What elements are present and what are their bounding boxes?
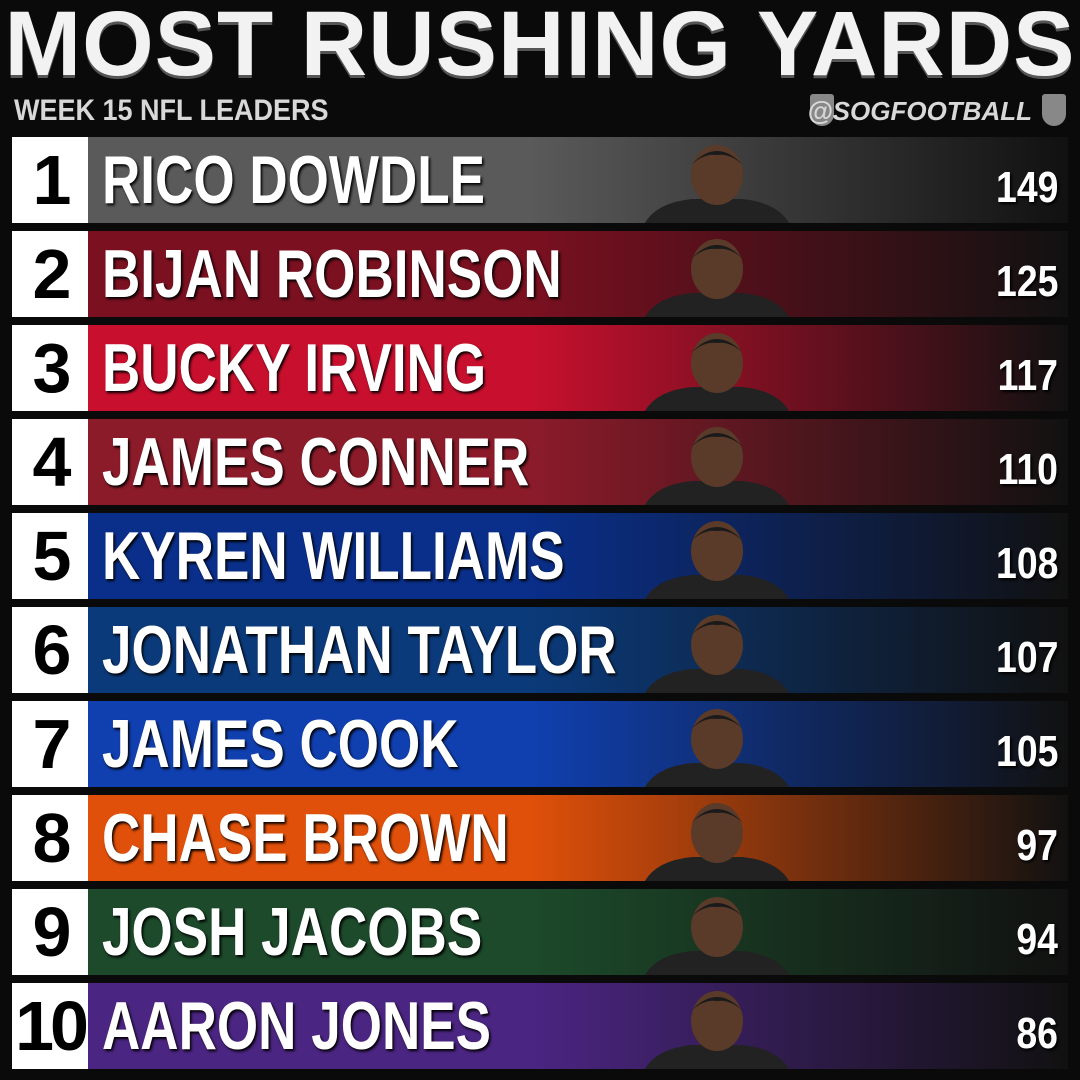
row: 8 CHASE BROWN 97	[12, 795, 1068, 881]
rushing-yards: 117	[997, 351, 1058, 400]
player-photo	[644, 615, 790, 693]
rushing-yards: 125	[995, 257, 1058, 306]
rushing-yards: 108	[995, 539, 1058, 588]
team-band	[88, 513, 1068, 599]
rank: 3	[12, 325, 88, 411]
team-band	[88, 701, 1068, 787]
player-name: AARON JONES	[102, 988, 492, 1064]
row: 2 BIJAN ROBINSON 125	[12, 231, 1068, 317]
player-name: CHASE BROWN	[102, 800, 509, 876]
rushing-yards: 97	[1016, 821, 1058, 870]
row: 6 JONATHAN TAYLOR 107	[12, 607, 1068, 693]
team-band	[88, 325, 1068, 411]
player-photo	[644, 521, 790, 599]
rank: 4	[12, 419, 88, 505]
team-band	[88, 795, 1068, 881]
player-photo	[644, 239, 790, 317]
handle: @SOGFOOTBALL	[807, 96, 1032, 126]
player-name: JOSH JACOBS	[102, 894, 483, 970]
row: 4 JAMES CONNER 110	[12, 419, 1068, 505]
player-photo	[644, 709, 790, 787]
row: 9 JOSH JACOBS 94	[12, 889, 1068, 975]
player-name: JAMES COOK	[102, 706, 459, 782]
team-band	[88, 607, 1068, 693]
rushing-yards: 94	[1016, 915, 1058, 964]
player-photo	[644, 803, 790, 881]
rank: 8	[12, 795, 88, 881]
rank: 1	[12, 137, 88, 223]
rank: 2	[12, 231, 88, 317]
rushing-yards: 105	[995, 727, 1058, 776]
rank: 6	[12, 607, 88, 693]
rank: 7	[12, 701, 88, 787]
rank: 10	[12, 983, 89, 1069]
logo	[810, 94, 834, 126]
player-name: BUCKY IRVING	[102, 330, 487, 406]
rushing-yards: 107	[995, 633, 1058, 682]
team-band	[88, 419, 1068, 505]
row: 3 BUCKY IRVING 117	[12, 325, 1068, 411]
rushing-yards: 110	[997, 445, 1058, 494]
row: 5 KYREN WILLIAMS 108	[12, 513, 1068, 599]
rushing-yards: 86	[1016, 1009, 1058, 1058]
player-photo	[644, 145, 790, 223]
team-band	[88, 983, 1068, 1069]
row: 10 AARON JONES 86	[12, 983, 1068, 1069]
player-name: JAMES CONNER	[102, 424, 530, 500]
rushing-yards: 149	[995, 163, 1058, 212]
team-band	[88, 889, 1068, 975]
team-band	[88, 231, 1068, 317]
player-name: JONATHAN TAYLOR	[102, 612, 617, 688]
rank: 9	[12, 889, 88, 975]
logo	[1042, 94, 1066, 126]
rank: 5	[12, 513, 88, 599]
player-photo	[644, 427, 790, 505]
subtitle: WEEK 15 NFL LEADERS	[14, 94, 329, 127]
player-photo	[644, 897, 790, 975]
player-photo	[644, 333, 790, 411]
player-name: BIJAN ROBINSON	[102, 236, 562, 312]
title: MOST RUSHING YARDS	[4, 0, 1076, 95]
row: 1 RICO DOWDLE 149	[12, 137, 1068, 223]
player-name: KYREN WILLIAMS	[102, 518, 565, 594]
player-photo	[644, 991, 790, 1069]
team-band	[88, 137, 1068, 223]
row: 7 JAMES COOK 105	[12, 701, 1068, 787]
player-name: RICO DOWDLE	[102, 142, 486, 218]
